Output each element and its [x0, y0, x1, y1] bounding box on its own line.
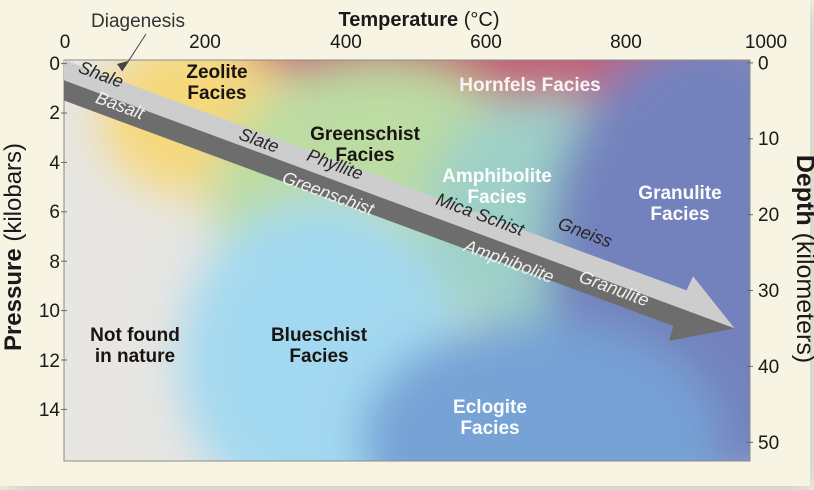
svg-text:Facies: Facies	[467, 187, 526, 208]
svg-text:8: 8	[49, 252, 60, 273]
svg-text:6: 6	[49, 202, 60, 223]
svg-text:Facies: Facies	[335, 145, 394, 166]
svg-text:10: 10	[39, 301, 60, 322]
svg-text:0: 0	[758, 54, 769, 75]
svg-text:50: 50	[758, 433, 779, 454]
svg-text:Facies: Facies	[460, 418, 519, 439]
svg-text:10: 10	[758, 129, 779, 150]
svg-text:600: 600	[470, 32, 502, 53]
svg-text:40: 40	[758, 357, 779, 378]
svg-text:400: 400	[330, 32, 362, 53]
svg-text:Facies: Facies	[650, 204, 709, 225]
svg-text:Blueschist: Blueschist	[271, 325, 368, 346]
svg-text:1000: 1000	[745, 32, 787, 53]
svg-text:Temperature (°C): Temperature (°C)	[339, 9, 500, 31]
svg-text:12: 12	[39, 351, 60, 372]
svg-text:4: 4	[49, 153, 60, 174]
svg-text:Diagenesis: Diagenesis	[91, 11, 185, 32]
svg-text:Zeolite: Zeolite	[186, 62, 247, 83]
svg-text:30: 30	[758, 281, 779, 302]
svg-text:Not found: Not found	[90, 325, 180, 346]
svg-text:20: 20	[758, 205, 779, 226]
svg-text:2: 2	[49, 103, 60, 124]
svg-text:0: 0	[49, 54, 60, 75]
svg-text:in nature: in nature	[95, 346, 175, 367]
svg-text:Facies: Facies	[187, 83, 246, 104]
svg-text:Granulite: Granulite	[638, 183, 721, 204]
svg-text:Greenschist: Greenschist	[310, 124, 420, 145]
svg-text:800: 800	[610, 32, 642, 53]
svg-text:Hornfels Facies: Hornfels Facies	[459, 75, 601, 96]
svg-text:200: 200	[189, 32, 221, 53]
svg-text:Amphibolite: Amphibolite	[442, 166, 552, 187]
svg-text:Eclogite: Eclogite	[453, 397, 527, 418]
svg-text:Facies: Facies	[289, 346, 348, 367]
svg-text:Depth (kilometers): Depth (kilometers)	[791, 155, 814, 363]
svg-text:0: 0	[60, 32, 71, 53]
svg-text:Pressure (kilobars): Pressure (kilobars)	[0, 143, 27, 351]
svg-text:14: 14	[39, 400, 61, 421]
